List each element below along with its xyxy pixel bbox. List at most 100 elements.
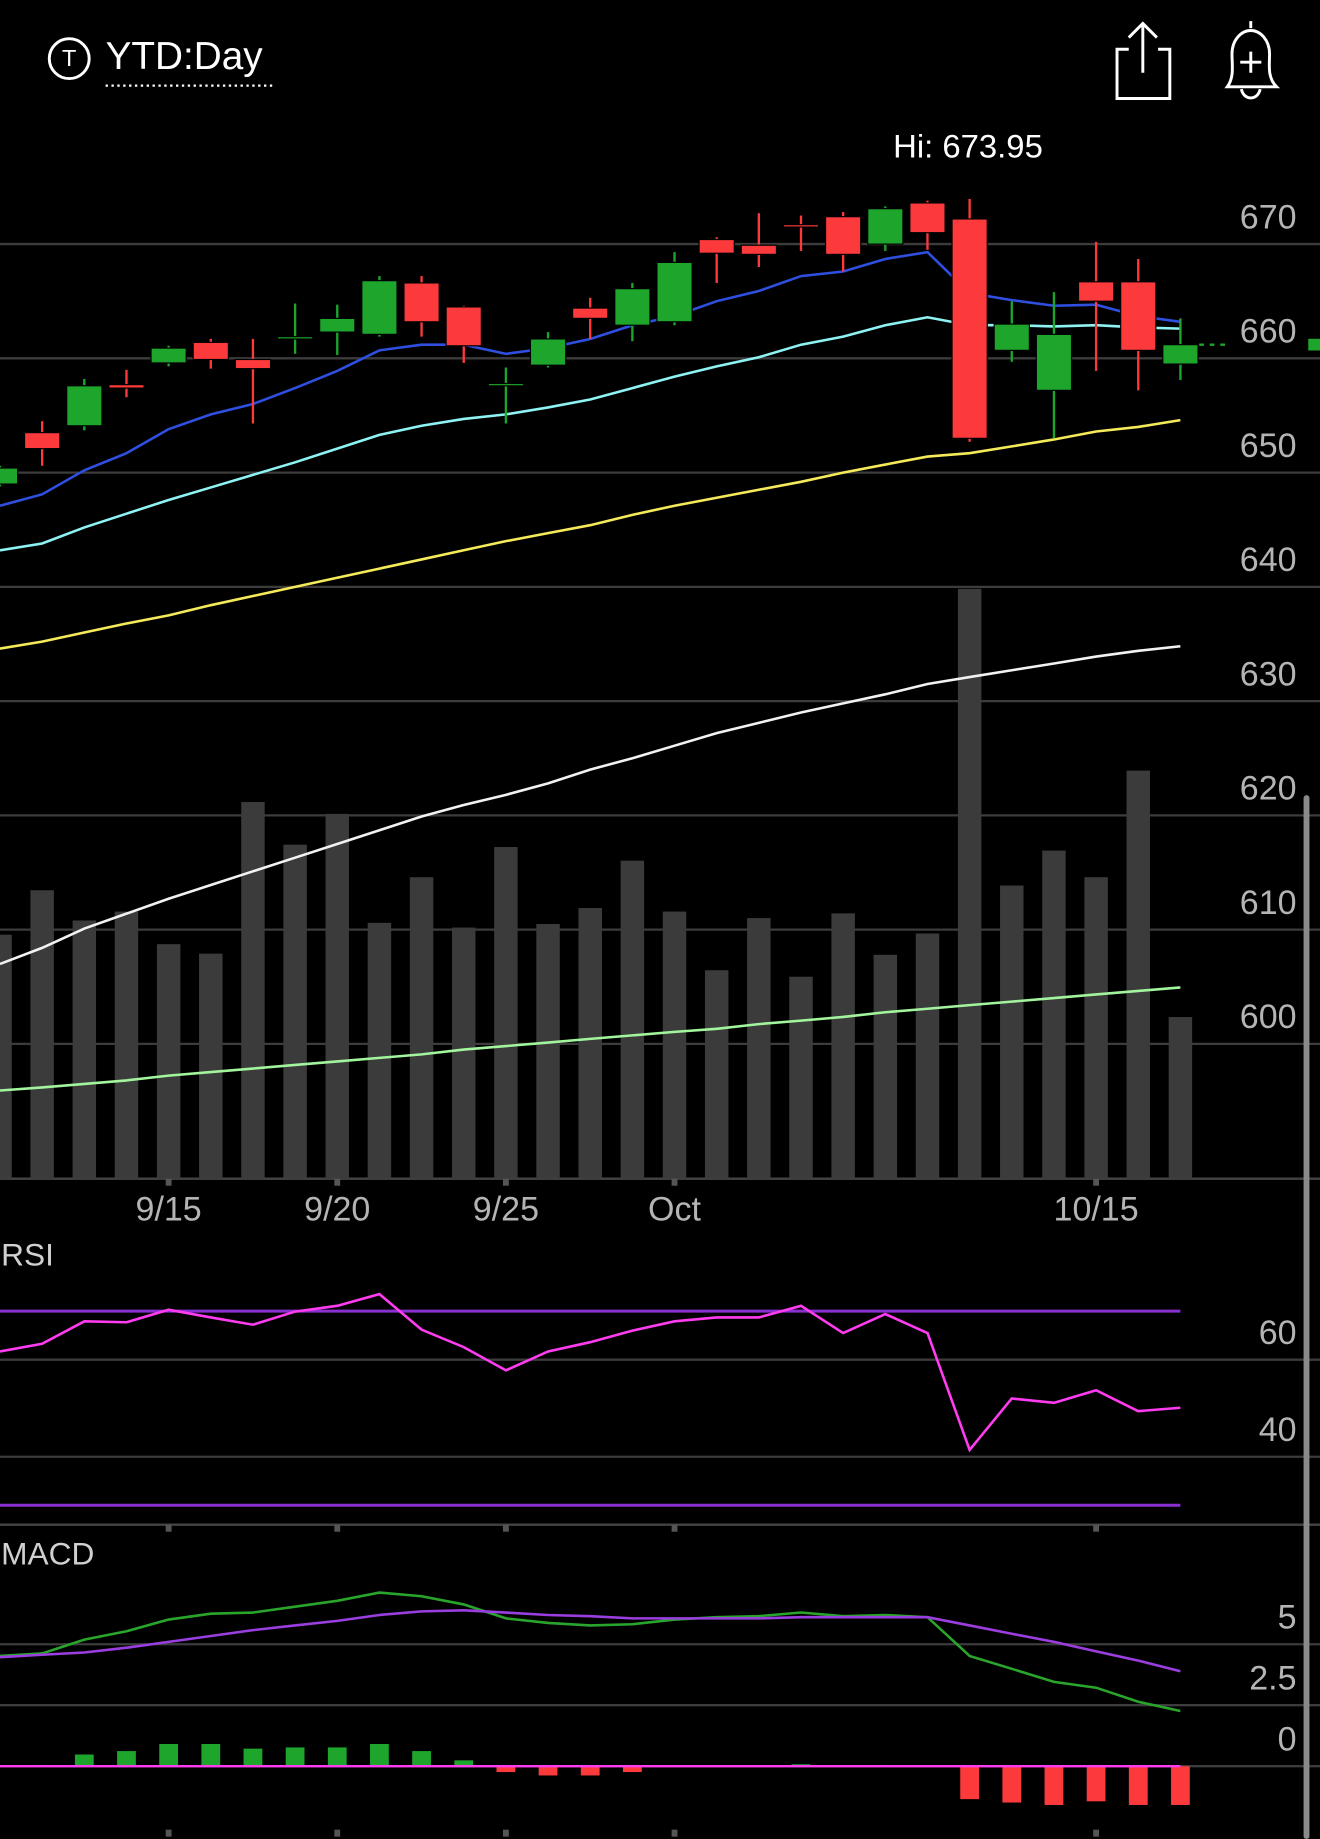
candle-body bbox=[824, 216, 862, 255]
rsi-line bbox=[0, 1292, 1181, 1453]
volume-bar bbox=[199, 953, 223, 1179]
volume-bar bbox=[662, 911, 687, 1179]
volume-bar bbox=[114, 911, 139, 1179]
macd-histogram-bar bbox=[580, 1766, 600, 1776]
candle-body bbox=[108, 384, 145, 389]
scrollbar[interactable] bbox=[1303, 795, 1310, 1839]
volume-bar bbox=[409, 877, 434, 1179]
candle-body bbox=[572, 307, 609, 319]
candle-body bbox=[1162, 344, 1199, 365]
bell bbox=[1224, 21, 1281, 100]
candle-body bbox=[656, 261, 693, 323]
volume-bar bbox=[704, 970, 729, 1179]
volume-bar bbox=[1000, 885, 1024, 1179]
candle-body bbox=[867, 208, 904, 245]
x-tick-label: 9/25 bbox=[473, 1191, 539, 1229]
y-tick-label: 40 bbox=[1259, 1411, 1297, 1449]
y-tick-label: 5 bbox=[1278, 1599, 1297, 1637]
macd-histogram-bar bbox=[201, 1744, 221, 1767]
x-tick-label: 9/15 bbox=[136, 1191, 202, 1229]
macd-histogram-bar bbox=[538, 1766, 558, 1776]
y-tick-label: 2.5 bbox=[1249, 1660, 1296, 1698]
panel-title: RSI bbox=[1, 1237, 54, 1273]
volume-bar bbox=[1126, 770, 1150, 1179]
x-tick-label: 10/15 bbox=[1054, 1191, 1139, 1229]
volume-bar bbox=[241, 802, 265, 1179]
period-selector[interactable]: YTD:Day bbox=[106, 35, 264, 78]
macd-histogram-bar bbox=[496, 1766, 516, 1773]
candle-body bbox=[740, 244, 778, 255]
macd-histogram-bar bbox=[1171, 1766, 1190, 1805]
candle-body bbox=[614, 288, 651, 326]
volume-bar bbox=[620, 860, 645, 1179]
candle-body bbox=[234, 358, 272, 370]
macd-histogram-bar bbox=[159, 1744, 179, 1767]
macd-line bbox=[0, 1609, 1181, 1673]
volume-bar bbox=[30, 890, 54, 1179]
macd-histogram-bar bbox=[960, 1766, 980, 1800]
macd-histogram-bar bbox=[370, 1744, 389, 1767]
candle-body bbox=[1120, 281, 1157, 351]
candle-body bbox=[66, 385, 103, 427]
y-tick-label: 610 bbox=[1240, 884, 1297, 922]
candle-body bbox=[909, 202, 946, 234]
candle-body bbox=[192, 341, 229, 361]
volume-bar bbox=[957, 588, 982, 1179]
macd-histogram-bar bbox=[74, 1754, 94, 1767]
volume-bar bbox=[367, 922, 392, 1179]
share-arrow bbox=[1127, 21, 1158, 73]
candle-body bbox=[487, 382, 525, 387]
candle-body bbox=[0, 467, 19, 485]
macd-histogram-bar bbox=[1086, 1766, 1106, 1802]
y-tick-label: 0 bbox=[1278, 1721, 1297, 1759]
volume-average-line bbox=[0, 986, 1181, 1092]
candle-body bbox=[403, 282, 440, 323]
y-tick-label: 640 bbox=[1240, 541, 1297, 579]
volume-bar bbox=[789, 976, 813, 1179]
macd-histogram-bar bbox=[454, 1760, 474, 1767]
volume-bar bbox=[578, 908, 602, 1179]
macd-histogram-bar bbox=[117, 1751, 136, 1767]
volume-bar bbox=[156, 944, 181, 1179]
candle-body bbox=[698, 238, 735, 254]
symbol-badge[interactable]: T bbox=[47, 37, 91, 81]
volume-bar bbox=[831, 913, 855, 1179]
macd-histogram-bar bbox=[1128, 1766, 1148, 1805]
bell-plus bbox=[1240, 51, 1262, 73]
volume-bar bbox=[0, 934, 12, 1179]
x-tick-label: 9/20 bbox=[304, 1191, 370, 1229]
alert-button[interactable] bbox=[1224, 21, 1281, 100]
moving-average-line bbox=[0, 418, 1181, 650]
volume-bar bbox=[283, 844, 307, 1179]
candle-body bbox=[361, 280, 398, 335]
y-tick-label: 600 bbox=[1240, 998, 1297, 1036]
candle-body bbox=[23, 432, 61, 450]
volume-bar bbox=[452, 927, 476, 1179]
candle-body bbox=[529, 338, 567, 366]
panel-title: MACD bbox=[1, 1536, 94, 1572]
badge-letter: T bbox=[62, 45, 76, 71]
last-price-tag bbox=[1308, 338, 1320, 351]
share-button[interactable] bbox=[1115, 21, 1172, 100]
share-box bbox=[1115, 47, 1172, 100]
volume-bar bbox=[536, 924, 560, 1179]
volume-bar bbox=[494, 847, 518, 1179]
macd-line bbox=[0, 1591, 1181, 1713]
volume-bar bbox=[1084, 877, 1108, 1179]
volume-bar bbox=[72, 920, 97, 1179]
candle-body bbox=[1077, 281, 1115, 302]
y-tick-label: 670 bbox=[1240, 198, 1297, 236]
macd-histogram-bar bbox=[1002, 1766, 1022, 1803]
x-tick-label: Oct bbox=[648, 1191, 701, 1229]
candle-body bbox=[782, 224, 820, 228]
volume-bar bbox=[873, 954, 898, 1179]
macd-histogram-bar bbox=[285, 1747, 305, 1767]
macd-histogram-bar bbox=[622, 1766, 642, 1773]
macd-histogram-bar bbox=[327, 1747, 347, 1767]
badge-circle bbox=[47, 37, 91, 81]
macd-histogram-bar bbox=[1044, 1766, 1064, 1805]
y-tick-label: 60 bbox=[1259, 1314, 1297, 1352]
high-annotation: Hi: 673.95 bbox=[893, 128, 1043, 165]
